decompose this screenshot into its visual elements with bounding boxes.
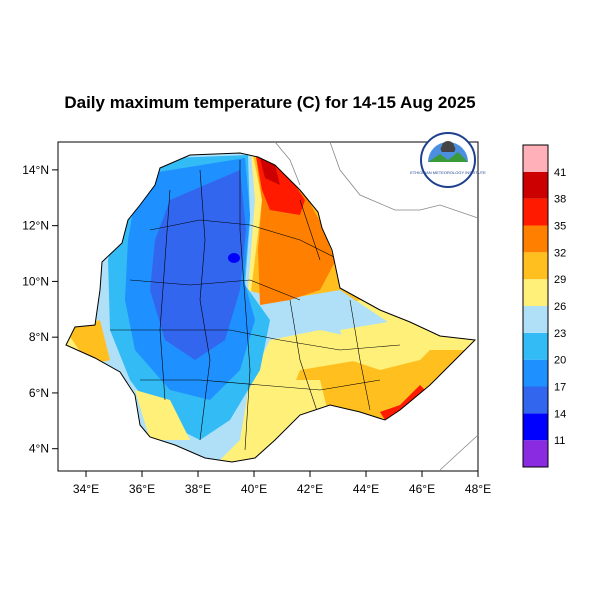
y-tick-label: 8°N	[29, 330, 49, 344]
country-outline	[65, 152, 477, 463]
colorbar-swatch	[523, 413, 548, 441]
colorbar-swatch	[523, 359, 548, 387]
colorbar-swatch	[523, 306, 548, 333]
y-tick-label: 12°N	[22, 219, 49, 233]
y-tick-label: 10°N	[22, 274, 49, 288]
colorbar-label: 14	[554, 408, 566, 420]
y-axis: 4°N 6°N 8°N 10°N 12°N 14°N	[22, 163, 58, 456]
colorbar-label: 32	[554, 247, 566, 259]
colorbar-label: 41	[554, 167, 566, 179]
logo-text: ETHIOPIAN METEOROLOGY INSTITUTE	[410, 170, 486, 175]
colorbar-swatch	[523, 145, 548, 172]
colorbar: 11 14 17 20 23 26 29 32 35 38 41	[522, 144, 566, 468]
map-title: Daily maximum temperature (C) for 14-15 …	[64, 93, 476, 112]
x-tick-label: 44°E	[353, 482, 379, 496]
x-axis: 34°E 36°E 38°E 40°E 42°E 44°E 46°E 48°E	[73, 471, 491, 496]
colorbar-swatch	[523, 225, 548, 253]
neighbour-borders	[274, 141, 479, 471]
logo-land	[428, 152, 468, 162]
colorbar-swatch	[523, 171, 548, 199]
colorbar-label: 38	[554, 194, 566, 206]
y-tick-label: 14°N	[22, 163, 49, 177]
colorbar-swatch	[523, 332, 548, 360]
colorbar-label: 23	[554, 328, 566, 340]
admin-boundaries	[110, 160, 401, 451]
colorbar-label: 26	[554, 301, 566, 313]
colorbar-swatch	[523, 386, 548, 414]
colorbar-label: 35	[554, 221, 566, 233]
colorbar-swatch	[523, 440, 548, 467]
colorbar-label: 20	[554, 355, 566, 367]
logo-cloud-icon	[440, 141, 456, 152]
x-tick-label: 42°E	[297, 482, 323, 496]
colorbar-label: 17	[554, 382, 566, 394]
x-tick-label: 36°E	[129, 482, 155, 496]
colorbar-swatch	[523, 252, 548, 280]
y-tick-label: 4°N	[29, 442, 49, 456]
colorbar-label: 11	[554, 435, 565, 447]
x-tick-label: 40°E	[241, 482, 267, 496]
y-tick-label: 6°N	[29, 386, 49, 400]
x-tick-label: 48°E	[465, 482, 491, 496]
institute-logo: ETHIOPIAN METEOROLOGY INSTITUTE	[410, 132, 486, 188]
x-tick-label: 46°E	[409, 482, 435, 496]
colorbar-swatch	[523, 198, 548, 226]
colorbar-label: 29	[554, 274, 566, 286]
x-tick-label: 38°E	[185, 482, 211, 496]
colorbar-border	[522, 144, 549, 468]
colorbar-swatch	[523, 279, 548, 306]
x-tick-label: 34°E	[73, 482, 99, 496]
